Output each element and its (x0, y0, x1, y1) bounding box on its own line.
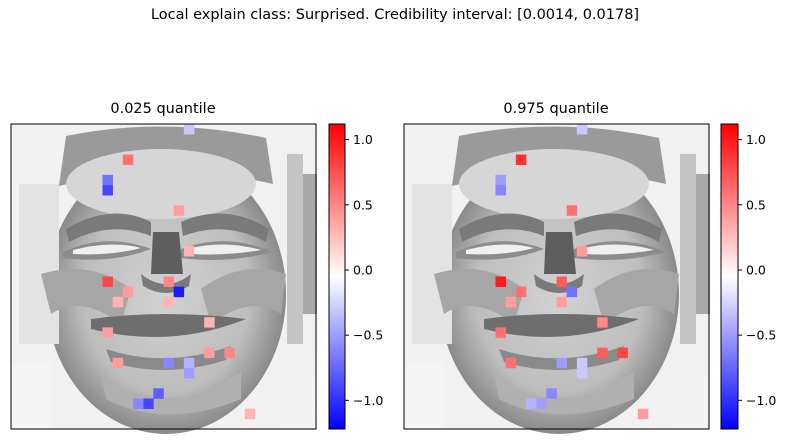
attribution-pixel (515, 286, 527, 298)
colorbar-tick-label: 0.5 (746, 197, 766, 212)
attribution-pixel (102, 174, 113, 186)
attribution-pixel (536, 398, 547, 409)
attribution-pixel (597, 317, 608, 328)
colorbar-left: −1.0 −0.5 0.0 0.5 1.0 (328, 123, 383, 430)
attribution-pixel (163, 296, 174, 308)
attribution-pixel (556, 296, 567, 308)
attribution-pixel (495, 174, 506, 186)
colorbar-tick-label: 0.0 (746, 262, 766, 277)
attribution-pixel (102, 185, 113, 196)
attribution-pixel (576, 124, 588, 135)
attribution-pixel (112, 296, 124, 308)
colorbar-tick-label: −0.5 (746, 328, 776, 343)
panel-title-right: 0.975 quantile (503, 101, 609, 117)
attribution-pixel (515, 154, 527, 165)
attribution-pixel (495, 327, 506, 338)
colorbar-tick-label: −1.0 (746, 393, 776, 408)
attribution-pixel (566, 286, 578, 298)
attribution-pixel (163, 357, 174, 369)
panel-title-left: 0.025 quantile (110, 101, 216, 117)
attribution-pixel (112, 357, 124, 369)
figure-suptitle: Local explain class: Surprised. Credibil… (150, 7, 640, 23)
attribution-pixel (183, 357, 195, 369)
attribution-pixel (133, 398, 144, 409)
attribution-pixel (122, 154, 134, 165)
attribution-pixel (576, 357, 588, 369)
attribution-pixel (505, 357, 517, 369)
colorbar-tick-label: 0.5 (353, 197, 373, 212)
attribution-pixel (204, 317, 215, 328)
attribution-pixel (163, 276, 174, 287)
attribution-pixel (122, 286, 134, 298)
attribution-pixel (183, 246, 195, 257)
axes-frame-left (10, 123, 317, 430)
attribution-pixel (173, 286, 185, 298)
attribution-pixel (546, 388, 557, 399)
colorbar-tick-label: 1.0 (746, 132, 766, 147)
attribution-pixel (505, 296, 517, 308)
attribution-pixel (597, 347, 608, 359)
attribution-pixels-right (495, 124, 649, 420)
attribution-pixels-left (102, 124, 256, 420)
attribution-pixel (173, 205, 185, 216)
colorbar-right: −1.0 −0.5 0.0 0.5 1.0 (720, 123, 776, 430)
attribution-pixel (102, 276, 113, 287)
attribution-pixel (637, 408, 649, 420)
attribution-pixel (556, 276, 567, 287)
attribution-pixel (495, 276, 506, 287)
attribution-pixel (224, 347, 235, 359)
attribution-pixel (566, 205, 578, 216)
attribution-pixel (556, 357, 567, 369)
attribution-pixel (153, 388, 164, 399)
panel-left (10, 123, 317, 434)
attribution-pixel (617, 347, 628, 359)
attribution-pixel (244, 408, 256, 420)
panel-right (403, 123, 710, 434)
colorbar-tick-label: 1.0 (353, 132, 373, 147)
attribution-pixel (576, 368, 588, 379)
attribution-pixel (143, 398, 154, 409)
colorbar-tick-label: 0.0 (353, 262, 373, 277)
axes-frame-right (403, 123, 710, 430)
attribution-pixel (526, 398, 537, 409)
attribution-pixel (183, 124, 195, 135)
colorbar-tick-label: −1.0 (353, 393, 383, 408)
attribution-pixel (495, 185, 506, 196)
colorbar-tick-label: −0.5 (353, 328, 383, 343)
attribution-pixel (204, 347, 215, 359)
attribution-pixel (576, 246, 588, 257)
attribution-pixel (102, 327, 113, 338)
attribution-pixel (183, 368, 195, 379)
